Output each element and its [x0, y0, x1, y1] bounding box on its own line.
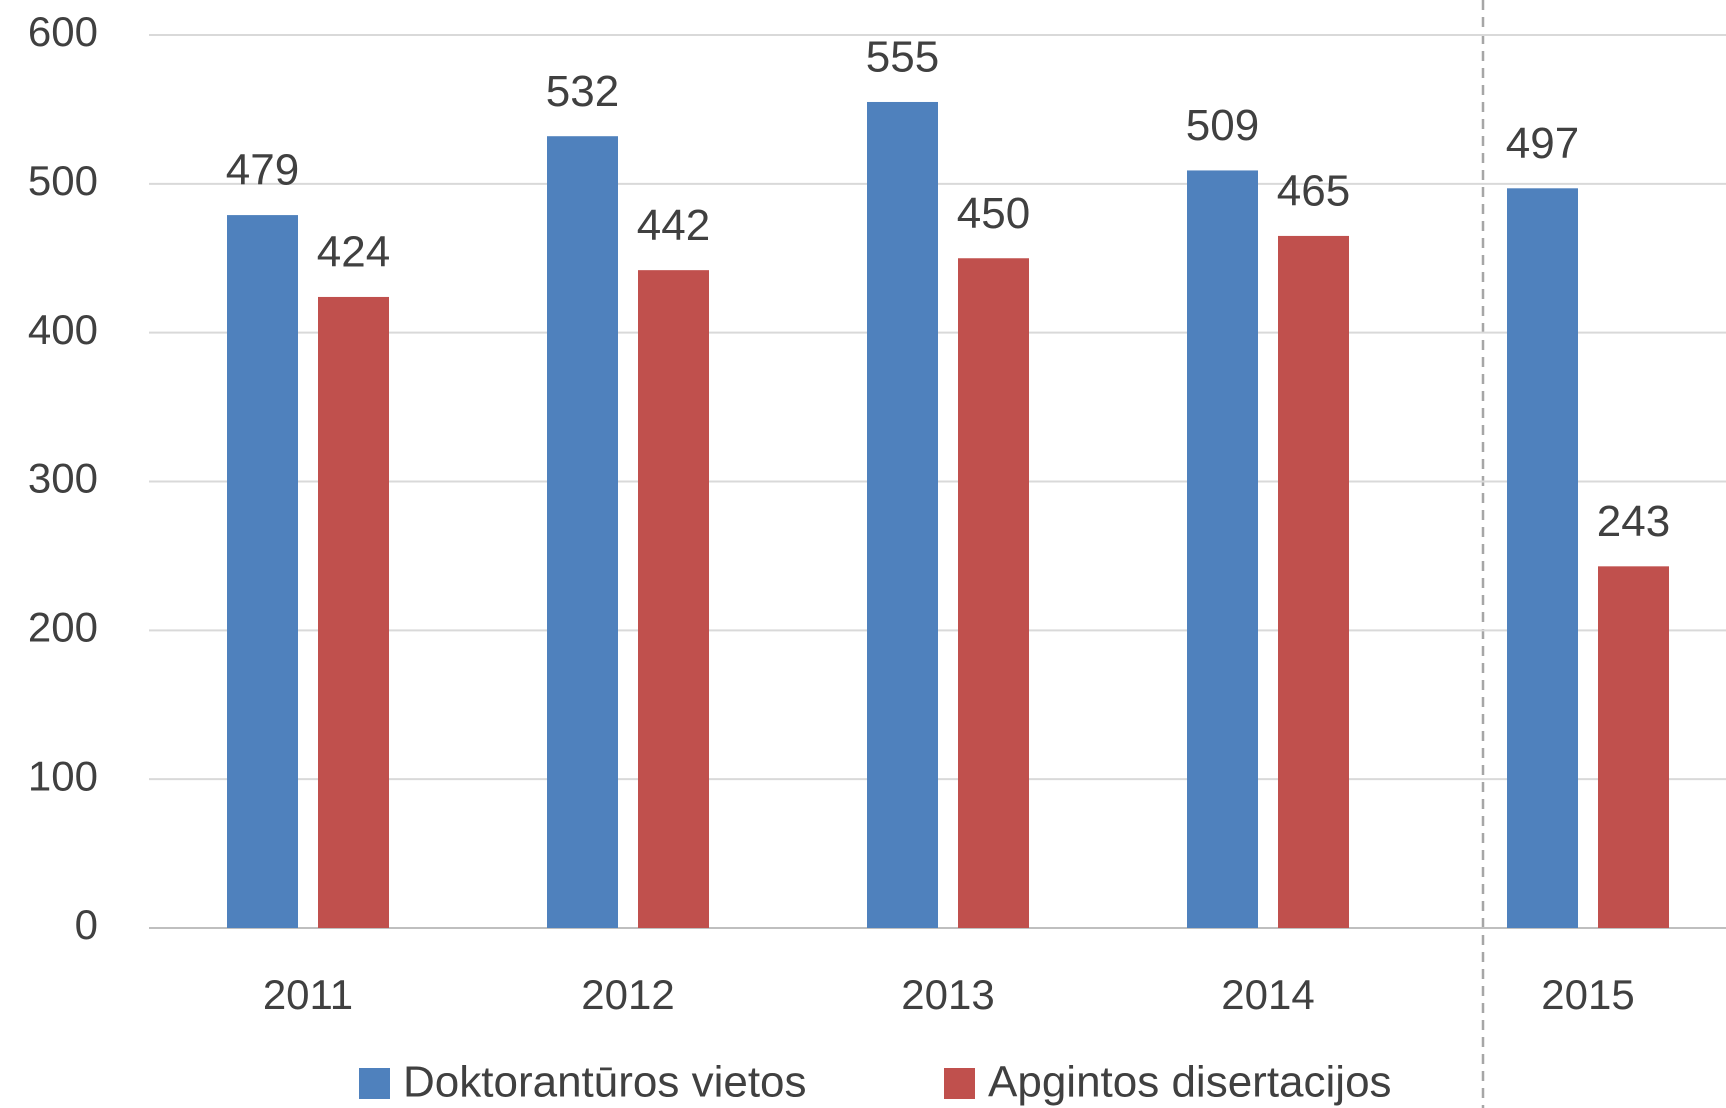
value-label: 424	[317, 228, 390, 277]
legend-swatch	[359, 1068, 390, 1099]
y-tick-label: 600	[28, 8, 98, 55]
y-tick-label: 500	[28, 157, 98, 204]
y-tick-label: 100	[28, 752, 98, 799]
x-tick-label: 2011	[263, 971, 353, 1018]
bar	[958, 258, 1029, 928]
bar	[1187, 170, 1258, 928]
y-tick-label: 300	[28, 455, 98, 502]
value-label: 442	[637, 201, 710, 250]
value-label: 243	[1597, 497, 1670, 546]
bar	[638, 270, 709, 928]
y-tick-label: 0	[75, 901, 98, 948]
legend-label: Doktorantūros vietos	[403, 1058, 807, 1107]
bar	[318, 296, 389, 928]
bar	[227, 215, 298, 929]
x-tick-label: 2015	[1541, 971, 1634, 1018]
bar	[867, 101, 938, 929]
value-label: 450	[957, 189, 1030, 238]
bar	[1278, 235, 1349, 929]
bar	[547, 136, 618, 928]
bar	[1507, 188, 1578, 928]
x-tick-label: 2012	[581, 971, 674, 1018]
y-tick-label: 200	[28, 603, 98, 650]
value-label: 465	[1277, 167, 1350, 216]
bar	[1598, 566, 1669, 928]
x-tick-label: 2014	[1221, 971, 1314, 1018]
legend-label: Apgintos disertacijos	[988, 1058, 1392, 1107]
y-tick-label: 400	[28, 306, 98, 353]
value-label: 497	[1506, 119, 1579, 168]
value-label: 479	[226, 146, 299, 195]
legend-swatch	[944, 1068, 975, 1099]
value-label: 532	[546, 67, 619, 116]
value-label: 555	[866, 33, 939, 82]
x-tick-label: 2013	[901, 971, 994, 1018]
value-label: 509	[1186, 101, 1259, 150]
